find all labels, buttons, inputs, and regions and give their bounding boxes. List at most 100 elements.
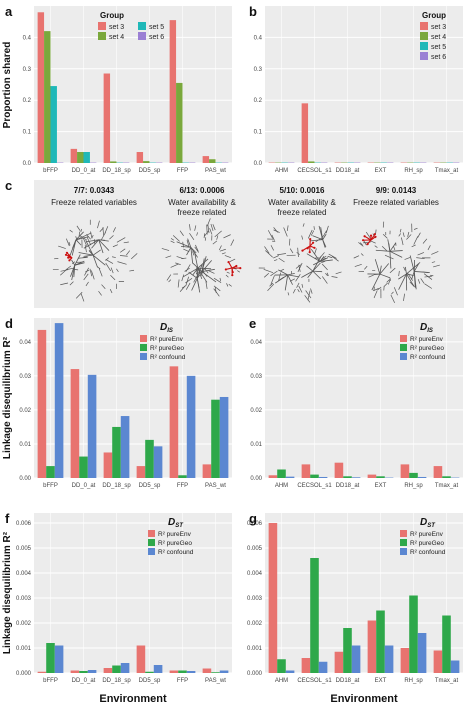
network-edge <box>319 257 326 262</box>
network-graph <box>258 223 342 303</box>
legend-swatch <box>140 344 147 351</box>
network-edge <box>119 255 128 257</box>
network-stat: 7/7: 0.0343 <box>74 186 115 195</box>
network-edge <box>77 257 88 259</box>
network-edge <box>192 251 195 256</box>
network-edge <box>98 239 110 251</box>
bar <box>209 159 216 163</box>
network-edge <box>190 247 197 254</box>
network-edge <box>175 262 181 266</box>
network-edge <box>389 251 392 269</box>
legend-label: set 4 <box>431 34 446 41</box>
bar <box>178 670 187 673</box>
y-tick-label: 0.3 <box>23 67 32 73</box>
network-edge <box>404 266 407 274</box>
network-edge <box>166 274 172 281</box>
y-tick-label: 0.002 <box>16 621 32 627</box>
network-edge <box>289 248 294 254</box>
network-edge <box>196 232 198 236</box>
bar <box>145 439 154 478</box>
x-tick-label: RH_sp <box>404 168 423 174</box>
y-tick-label: 0.04 <box>250 340 262 346</box>
bar <box>37 671 47 673</box>
legend-swatch <box>400 335 407 342</box>
network-edge <box>172 235 180 242</box>
network-edge <box>213 285 221 292</box>
network-edge <box>204 237 207 241</box>
network-edge <box>170 238 175 241</box>
network-edge <box>170 263 179 268</box>
plot-background <box>34 318 232 478</box>
network-edge <box>321 263 328 271</box>
y-axis-title: Linkage disequilibrium R² <box>2 531 13 654</box>
network-edge <box>210 223 214 231</box>
legend-swatch <box>140 353 147 360</box>
bar <box>417 476 427 478</box>
network-edge <box>74 262 85 266</box>
network-edge <box>74 254 81 266</box>
bar <box>334 651 344 673</box>
x-tick-label: DD_0_at <box>72 483 96 489</box>
network-edge <box>270 245 275 251</box>
network-edge <box>197 268 203 280</box>
network-edge <box>129 269 135 272</box>
network-edge <box>263 268 274 273</box>
bar <box>219 670 229 673</box>
network-edge <box>265 250 273 258</box>
network-edge <box>312 235 323 241</box>
network-edge <box>406 262 421 275</box>
y-tick-label: 0.2 <box>23 98 32 104</box>
panel-letter: e <box>249 316 256 331</box>
network-edge <box>110 275 116 281</box>
network-edge <box>417 232 421 238</box>
legend-swatch <box>148 539 155 546</box>
network-edge <box>325 272 328 277</box>
network-edge <box>331 256 339 262</box>
x-tick-label: PAS_wt <box>205 678 226 684</box>
network-edge <box>310 239 323 242</box>
y-tick-label: 0.000 <box>247 671 263 677</box>
network-edge <box>398 233 401 237</box>
bar <box>143 161 150 163</box>
network-edge <box>302 223 305 227</box>
network-edge <box>277 253 286 256</box>
y-tick-label: 0.001 <box>16 646 32 652</box>
network-edge <box>111 256 116 258</box>
network-edge <box>287 292 290 296</box>
network-edge <box>116 237 126 243</box>
legend-group: Group set 3 set 4 set 5 set 6 <box>420 11 446 61</box>
network-edge <box>191 278 198 291</box>
network-edge <box>189 232 195 241</box>
bar <box>136 466 146 478</box>
network-edge <box>307 229 313 239</box>
legend-label: R² confound <box>150 354 186 361</box>
network-node-highlight <box>227 260 230 264</box>
network-edge-highlight <box>228 261 233 269</box>
network-edge <box>275 274 288 284</box>
bar <box>46 643 55 673</box>
network-edge <box>326 272 329 276</box>
y-tick-label: 0.03 <box>19 374 31 380</box>
network-edge <box>181 245 191 248</box>
network-edge <box>161 248 170 251</box>
network-node-highlight <box>374 235 377 238</box>
bar <box>343 476 352 478</box>
network-edge <box>404 257 411 260</box>
bar <box>70 670 80 673</box>
y-tick-label: 0.4 <box>23 35 32 41</box>
network-edge <box>297 288 300 293</box>
panel-b: 0.0 0.1 0.2 0.3 0.4 AHM CECSOL_s1 DD18_at EXT RH_… <box>249 4 463 174</box>
network-edge <box>312 255 322 272</box>
network-edge <box>229 258 236 263</box>
network-edge <box>298 285 303 293</box>
bar <box>77 152 84 163</box>
legend-title: Group <box>422 11 446 20</box>
network-edge <box>221 252 226 255</box>
network-edge <box>102 227 104 236</box>
network-edge <box>377 286 382 291</box>
network-edge <box>322 276 328 284</box>
network-edge <box>312 270 323 273</box>
x-tick-label: CECSOL_s1 <box>297 678 332 684</box>
network-edge <box>197 258 209 269</box>
